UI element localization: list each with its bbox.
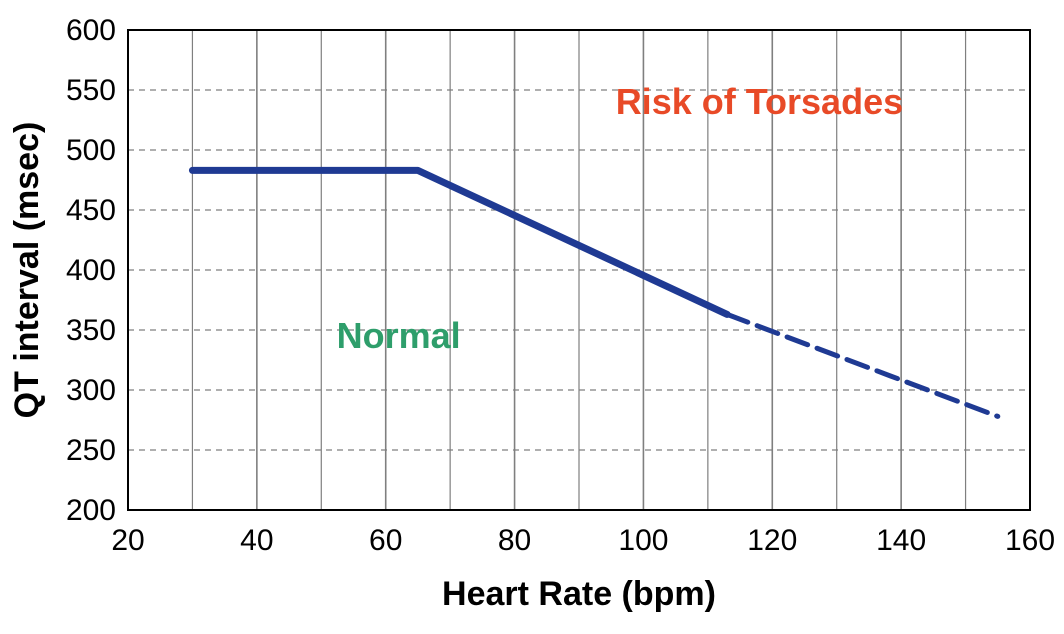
x-tick-label: 80 [498, 524, 531, 557]
y-tick-label: 550 [66, 74, 116, 107]
y-tick-label: 500 [66, 134, 116, 167]
x-tick-label: 140 [876, 524, 926, 557]
annotation-normal: Normal [337, 315, 461, 356]
y-tick-label: 300 [66, 374, 116, 407]
y-tick-label: 350 [66, 314, 116, 347]
x-tick-label: 100 [618, 524, 668, 557]
x-tick-label: 160 [1005, 524, 1055, 557]
y-tick-label: 400 [66, 254, 116, 287]
x-axis-label: Heart Rate (bpm) [442, 575, 716, 613]
x-tick-label: 120 [747, 524, 797, 557]
x-tick-label: 60 [369, 524, 402, 557]
y-tick-label: 250 [66, 434, 116, 467]
qt-heart-rate-chart: 200 250 300 350 400 450 500 550 600 20 40 60 80 100 12… [0, 0, 1064, 634]
x-tick-label: 20 [111, 524, 144, 557]
chart-svg: 200 250 300 350 400 450 500 550 600 20 40 60 80 100 12… [0, 0, 1064, 634]
y-tick-label: 200 [66, 494, 116, 527]
y-axis-label: QT interval (msec) [8, 122, 46, 419]
y-tick-label: 450 [66, 194, 116, 227]
annotation-risk: Risk of Torsades [616, 81, 903, 122]
x-tick-label: 40 [240, 524, 273, 557]
y-tick-label: 600 [66, 14, 116, 47]
